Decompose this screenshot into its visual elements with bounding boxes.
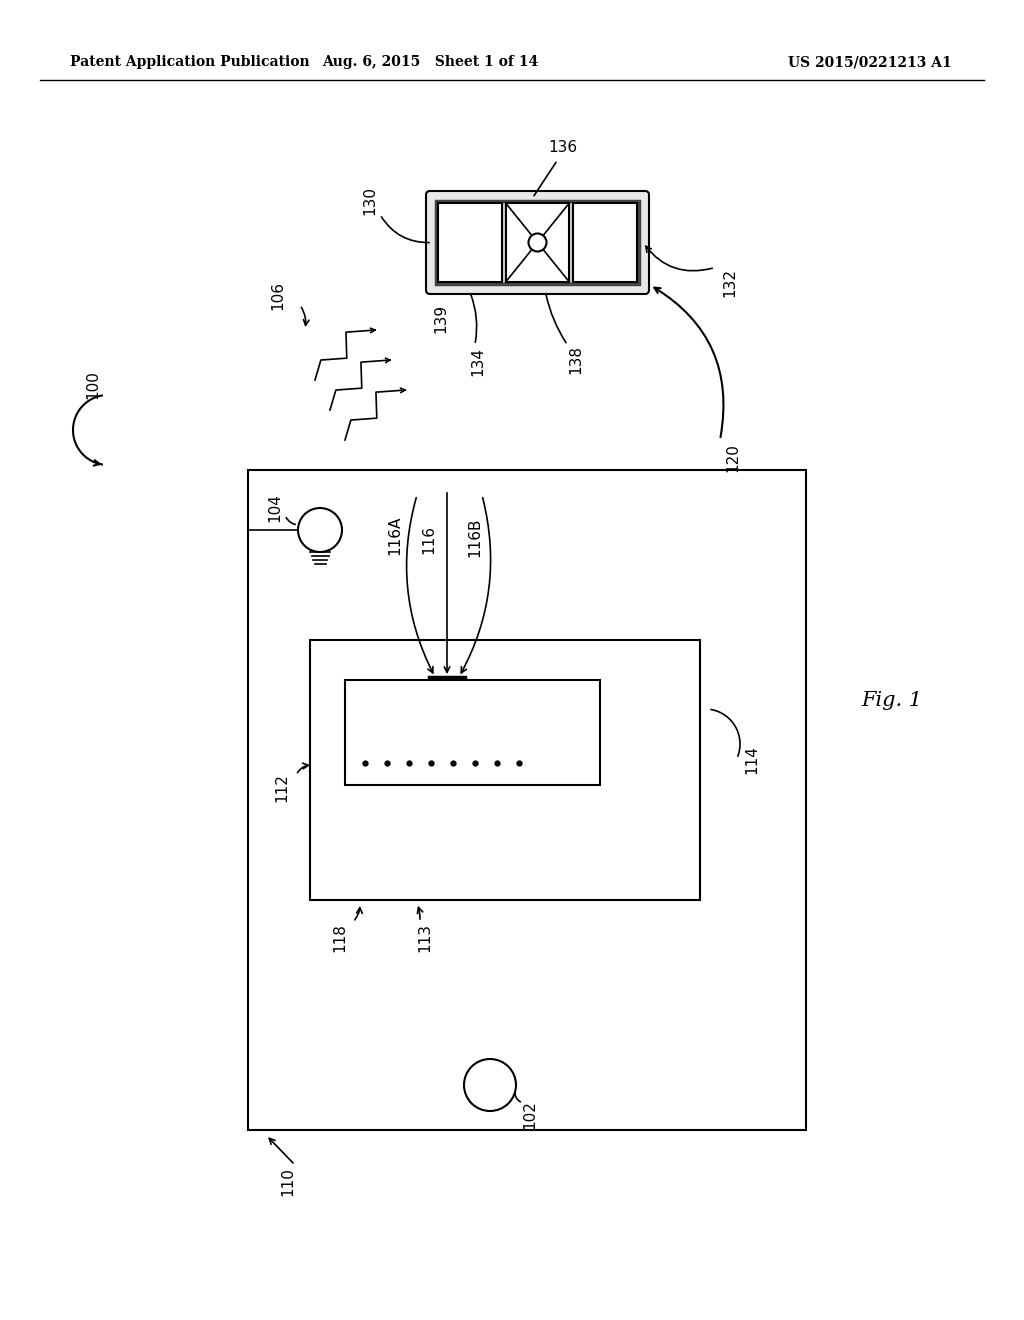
Text: 118: 118 [333, 924, 347, 953]
Text: 139: 139 [433, 304, 449, 333]
Text: Fig. 1: Fig. 1 [861, 690, 923, 710]
FancyBboxPatch shape [426, 191, 649, 294]
Text: Aug. 6, 2015   Sheet 1 of 14: Aug. 6, 2015 Sheet 1 of 14 [322, 55, 539, 69]
Bar [506, 203, 569, 282]
Text: 100: 100 [85, 371, 100, 400]
Text: Patent Application Publication: Patent Application Publication [70, 55, 309, 69]
Bar [573, 203, 637, 282]
Text: 112: 112 [274, 774, 290, 803]
Circle shape [298, 508, 342, 552]
Text: 106: 106 [270, 281, 286, 309]
Text: 102: 102 [522, 1101, 538, 1130]
Text: 116: 116 [422, 525, 436, 554]
Text: 114: 114 [744, 746, 760, 775]
Circle shape [528, 234, 547, 252]
Bar [345, 680, 600, 785]
Text: 134: 134 [470, 347, 485, 376]
Bar [438, 203, 502, 282]
Text: 113: 113 [418, 924, 432, 953]
Text: 136: 136 [548, 140, 578, 156]
Text: 132: 132 [723, 268, 737, 297]
Bar [310, 640, 700, 900]
Text: 116B: 116B [468, 517, 482, 557]
Text: US 2015/0221213 A1: US 2015/0221213 A1 [788, 55, 952, 69]
Bar [436, 201, 639, 284]
Text: 104: 104 [267, 494, 283, 523]
Text: 110: 110 [281, 1168, 296, 1196]
Text: 138: 138 [568, 346, 583, 375]
Text: 130: 130 [362, 186, 378, 215]
Text: 120: 120 [725, 444, 740, 473]
Text: 116A: 116A [387, 515, 402, 554]
Bar [248, 470, 806, 1130]
Circle shape [464, 1059, 516, 1111]
